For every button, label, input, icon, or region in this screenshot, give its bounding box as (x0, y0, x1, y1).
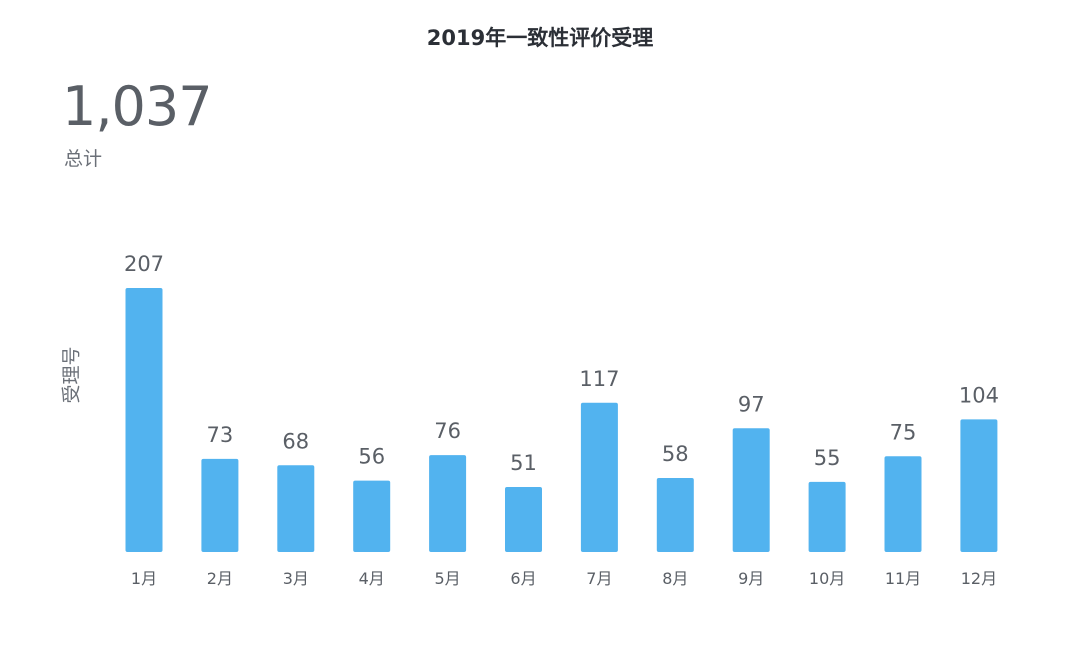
value-label-6月: 51 (510, 451, 537, 475)
value-label-3月: 68 (282, 429, 309, 453)
bar-11月 (884, 456, 922, 552)
value-label-1月: 207 (124, 252, 164, 276)
x-tick-label-8月: 8月 (662, 569, 688, 588)
x-tick-label-5月: 5月 (435, 569, 461, 588)
total-label: 总计 (64, 148, 103, 170)
bar-1月 (125, 288, 163, 552)
value-label-11月: 75 (890, 420, 917, 444)
value-label-8月: 58 (662, 442, 689, 466)
bar-5月 (429, 455, 467, 552)
bar-10月 (808, 481, 846, 552)
x-tick-label-9月: 9月 (738, 569, 764, 588)
x-tick-label-4月: 4月 (359, 569, 385, 588)
x-tick-label-2月: 2月 (207, 569, 233, 588)
bar-4月 (353, 480, 391, 552)
bar-8月 (656, 478, 694, 552)
x-tick-label-11月: 11月 (885, 569, 921, 588)
bar-2月 (201, 458, 239, 552)
chart-title: 2019年一致性评价受理 (426, 26, 654, 50)
bar-3月 (277, 465, 315, 552)
value-label-4月: 56 (358, 445, 385, 469)
value-label-9月: 97 (738, 392, 765, 416)
bar-9月 (732, 428, 770, 552)
value-label-5月: 76 (434, 419, 461, 443)
value-labels-layer: 207 73 68 56 76 51 117 58 97 55 75 104 (124, 252, 999, 475)
value-label-12月: 104 (959, 383, 999, 407)
bar-12月 (960, 419, 998, 552)
x-tick-label-1月: 1月 (131, 569, 157, 588)
bars-layer (125, 288, 998, 552)
total-value: 1,037 (62, 75, 213, 138)
x-tick-label-7月: 7月 (586, 569, 612, 588)
x-tick-label-10月: 10月 (809, 569, 845, 588)
value-label-7月: 117 (579, 367, 619, 391)
x-tick-label-3月: 3月 (283, 569, 309, 588)
tick-labels-layer: 1月 2月 3月 4月 5月 6月 7月 8月 9月 10月 11月 12月 (131, 569, 997, 588)
x-tick-label-6月: 6月 (510, 569, 536, 588)
value-label-2月: 73 (207, 423, 234, 447)
x-tick-label-12月: 12月 (961, 569, 997, 588)
bar-7月 (580, 402, 618, 552)
value-label-10月: 55 (814, 446, 841, 470)
bar-6月 (505, 487, 542, 552)
